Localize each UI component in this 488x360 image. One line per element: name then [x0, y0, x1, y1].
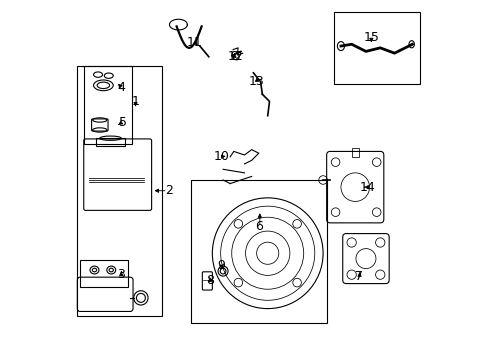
Text: 4: 4 [117, 81, 125, 94]
Text: 1: 1 [131, 95, 139, 108]
Bar [96, 138, 124, 146]
Text: 9: 9 [217, 259, 225, 272]
Bar [80, 260, 128, 287]
Bar [351, 148, 358, 157]
Text: 10: 10 [213, 150, 229, 163]
Bar [333, 12, 419, 84]
Text: 2: 2 [165, 184, 173, 197]
Text: 5: 5 [119, 116, 127, 129]
Text: 15: 15 [363, 31, 379, 44]
Text: 13: 13 [248, 75, 264, 88]
Text: 7: 7 [354, 270, 362, 283]
Bar [77, 66, 162, 316]
Text: 3: 3 [117, 268, 125, 281]
Text: 12: 12 [227, 50, 243, 63]
Text: 14: 14 [359, 181, 375, 194]
Text: 8: 8 [206, 274, 214, 287]
Bar [190, 180, 326, 323]
Text: 11: 11 [186, 36, 202, 49]
Text: 6: 6 [254, 220, 262, 233]
Bar [83, 66, 132, 144]
